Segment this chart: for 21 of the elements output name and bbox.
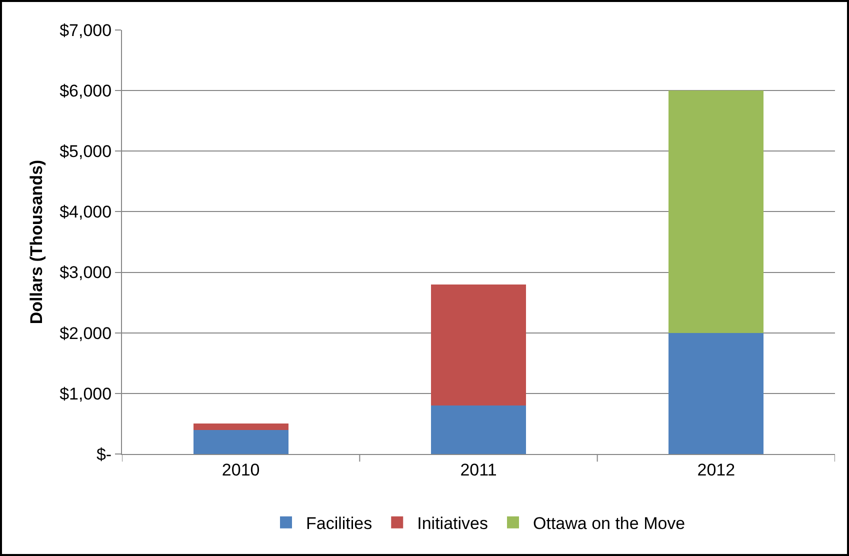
y-tick-label: $5,000 bbox=[60, 142, 112, 162]
bar bbox=[430, 406, 526, 454]
y-tick-label: $- bbox=[96, 444, 112, 464]
bar bbox=[668, 90, 764, 333]
legend-label: Ottawa on the Move bbox=[533, 514, 686, 534]
x-tick-label: 2010 bbox=[222, 460, 260, 480]
x-tick-label: 2011 bbox=[460, 460, 497, 480]
bar bbox=[668, 332, 764, 454]
y-tick-label: $7,000 bbox=[60, 20, 112, 40]
bar bbox=[193, 424, 288, 430]
y-tick-label: $6,000 bbox=[60, 82, 112, 101]
bar bbox=[430, 284, 526, 406]
y-tick-label: $2,000 bbox=[60, 324, 112, 343]
legend-label: Initiatives bbox=[417, 514, 488, 534]
y-axis-title: Dollars (Thousands) bbox=[27, 160, 46, 324]
y-tick-label: $4,000 bbox=[60, 202, 112, 222]
y-tick-label: $1,000 bbox=[60, 384, 112, 404]
legend-label: Facilities bbox=[306, 514, 372, 534]
x-tick-label: 2012 bbox=[697, 460, 736, 480]
bar bbox=[193, 430, 288, 454]
y-tick-label: $3,000 bbox=[60, 263, 112, 282]
